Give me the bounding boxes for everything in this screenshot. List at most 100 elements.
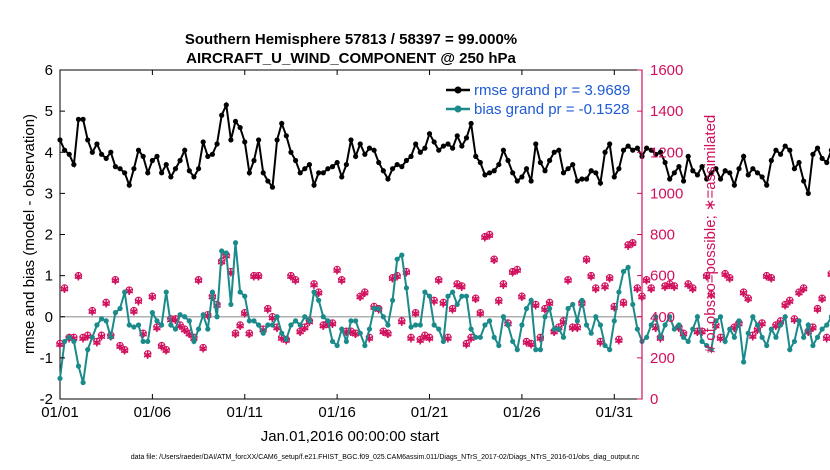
rmse-point bbox=[380, 168, 386, 174]
rmse-point bbox=[269, 184, 276, 190]
obs-assimilated-point: ∗ bbox=[147, 290, 158, 305]
rmse-point bbox=[311, 182, 317, 188]
rmse-point bbox=[814, 145, 821, 151]
bias-point bbox=[135, 322, 142, 328]
obs-possible-point bbox=[615, 335, 623, 344]
rmse-point bbox=[759, 174, 765, 180]
obs-assimilated-point: ∗ bbox=[179, 323, 190, 338]
bias-point bbox=[547, 305, 553, 312]
bias-point bbox=[570, 301, 576, 308]
obs-assimilated-point: ∗ bbox=[646, 282, 657, 297]
obs-assimilated-point: ∗ bbox=[101, 296, 112, 311]
obs-possible-point bbox=[490, 255, 498, 263]
rmse-point bbox=[256, 137, 262, 143]
obs-assimilated-point: ∗ bbox=[521, 335, 532, 350]
obs-assimilated-point: ∗ bbox=[419, 329, 430, 344]
rmse-point bbox=[648, 147, 654, 153]
obs-possible-point bbox=[670, 282, 679, 290]
bias-point bbox=[505, 322, 511, 328]
bias-point bbox=[741, 359, 747, 365]
obs-possible-point bbox=[827, 270, 830, 278]
obs-assimilated-point: ∗ bbox=[544, 296, 555, 311]
rmse-point bbox=[777, 151, 784, 157]
obs-possible-point bbox=[398, 317, 406, 325]
bias-point bbox=[214, 314, 220, 320]
y-tick-label: -1 bbox=[40, 350, 53, 367]
obs-possible-point bbox=[647, 284, 655, 292]
obs-assimilated-point: ∗ bbox=[433, 274, 444, 289]
obs-possible-point bbox=[739, 288, 748, 296]
rmse-point bbox=[533, 141, 539, 147]
bias-point bbox=[514, 347, 520, 353]
rmse-point bbox=[570, 161, 576, 168]
rmse-point bbox=[708, 170, 714, 176]
rmse-point bbox=[741, 153, 747, 159]
obs-possible-point bbox=[93, 337, 101, 346]
obs-assimilated-point: ∗ bbox=[230, 327, 241, 342]
obs-assimilated-point: ∗ bbox=[198, 342, 209, 357]
rmse-point bbox=[819, 155, 825, 162]
rmse-point bbox=[611, 174, 617, 180]
obs-assimilated-point: ∗ bbox=[387, 272, 398, 287]
obs-assimilated-point: ∗ bbox=[632, 282, 643, 297]
obs-possible-point bbox=[338, 276, 346, 284]
obs-assimilated-point: ∗ bbox=[489, 253, 500, 268]
bias-point bbox=[292, 318, 299, 324]
rmse-point bbox=[787, 147, 793, 153]
bias-point bbox=[768, 326, 774, 332]
obs-possible-point bbox=[245, 329, 254, 337]
obs-assimilated-point: ∗ bbox=[706, 288, 717, 303]
obs-possible-point bbox=[499, 280, 508, 288]
obs-assimilated-point: ∗ bbox=[318, 319, 329, 334]
obs-assimilated-point: ∗ bbox=[87, 305, 98, 320]
rmse-point bbox=[450, 145, 456, 151]
bias-point bbox=[316, 297, 322, 303]
bias-point bbox=[791, 338, 798, 345]
obs-possible-point bbox=[726, 273, 734, 282]
bias-point bbox=[357, 330, 363, 336]
obs-assimilated-point: ∗ bbox=[609, 300, 620, 315]
obs-assimilated-point: ∗ bbox=[410, 307, 421, 322]
obs-assimilated-point: ∗ bbox=[452, 278, 463, 293]
rmse-point bbox=[228, 137, 234, 143]
obs-possible-point bbox=[291, 276, 300, 284]
bias-point bbox=[722, 338, 728, 345]
obs-possible-point bbox=[379, 327, 388, 335]
rmse-point bbox=[496, 161, 502, 168]
obs-possible-point bbox=[689, 284, 697, 292]
bias-point bbox=[200, 312, 206, 318]
obs-assimilated-point: ∗ bbox=[91, 335, 102, 350]
bias-point bbox=[66, 334, 72, 340]
obs-assimilated-point: ∗ bbox=[826, 268, 830, 283]
bias-point bbox=[801, 334, 807, 340]
obs-assimilated-point: ∗ bbox=[175, 319, 186, 334]
bias-point bbox=[371, 305, 377, 312]
x-tick-label: 01/31 bbox=[596, 404, 634, 421]
obs-assimilated-point: ∗ bbox=[202, 309, 213, 324]
obs-assimilated-point: ∗ bbox=[475, 307, 486, 322]
obs-assimilated-point: ∗ bbox=[355, 290, 366, 305]
obs-possible-point bbox=[536, 333, 545, 342]
rmse-point bbox=[653, 151, 659, 157]
obs-possible-point bbox=[702, 271, 711, 280]
bias-point bbox=[736, 318, 742, 324]
obs-assimilated-point: ∗ bbox=[535, 331, 546, 346]
rmse-point bbox=[348, 137, 354, 143]
bias-point bbox=[219, 248, 225, 254]
obs-assimilated-point: ∗ bbox=[313, 286, 324, 301]
obs-possible-point bbox=[425, 333, 434, 342]
obs-assimilated-point: ∗ bbox=[382, 327, 393, 342]
obs-assimilated-point: ∗ bbox=[567, 321, 578, 336]
bias-point bbox=[625, 264, 631, 270]
obs-assimilated-point: ∗ bbox=[604, 272, 615, 287]
rmse-point bbox=[394, 161, 400, 168]
bias-point bbox=[75, 363, 82, 369]
rmse-point bbox=[366, 145, 373, 151]
rmse-point bbox=[597, 180, 604, 186]
obs-assimilated-point: ∗ bbox=[285, 270, 296, 285]
rmse-point bbox=[57, 137, 63, 143]
x-tick-label: 01/26 bbox=[503, 404, 541, 421]
bias-point bbox=[71, 338, 77, 345]
rmse-point bbox=[376, 159, 382, 166]
rmse-point bbox=[316, 170, 322, 176]
